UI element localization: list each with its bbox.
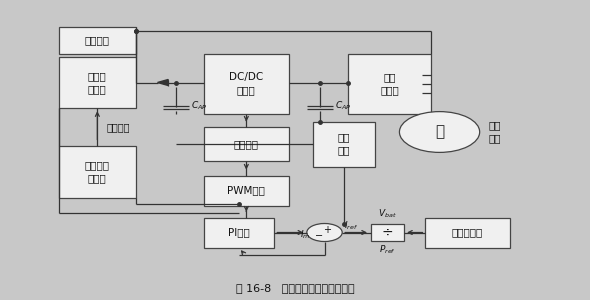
Text: 门极驱动: 门极驱动	[234, 139, 259, 149]
Text: DC/DC
变换器: DC/DC 变换器	[229, 72, 264, 96]
Text: 氢气输入: 氢气输入	[106, 122, 130, 132]
Bar	[425, 218, 510, 248]
Bar	[59, 146, 136, 198]
Text: $I_{ref}$: $I_{ref}$	[344, 219, 358, 232]
Text: $V_{bat}$: $V_{bat}$	[378, 208, 396, 220]
Text: ÷: ÷	[381, 226, 393, 239]
Bar	[204, 218, 274, 248]
Circle shape	[399, 112, 480, 152]
Text: 动力
电池: 动力 电池	[337, 132, 350, 156]
Bar	[59, 27, 136, 54]
Text: $P_{ref}$: $P_{ref}$	[379, 243, 395, 256]
Text: PWM逻辑: PWM逻辑	[227, 185, 266, 196]
Bar	[371, 224, 404, 241]
Text: 燃料电池
控制器: 燃料电池 控制器	[85, 160, 110, 183]
Bar	[348, 54, 431, 114]
Text: 辅件负载: 辅件负载	[85, 35, 110, 46]
Text: +: +	[323, 225, 332, 235]
Text: 燃料电
池单元: 燃料电 池单元	[88, 71, 107, 94]
Text: 驱动
逆变器: 驱动 逆变器	[380, 72, 399, 96]
Circle shape	[307, 224, 342, 242]
Bar	[204, 128, 289, 160]
Bar	[59, 57, 136, 108]
Bar	[204, 54, 289, 114]
Bar	[313, 122, 375, 167]
Text: −: −	[314, 230, 323, 241]
Text: 整车控制器: 整车控制器	[452, 227, 483, 238]
Text: $C_{AP}$: $C_{AP}$	[335, 100, 352, 112]
Text: $C_{AP}$: $C_{AP}$	[191, 100, 207, 112]
Bar	[204, 176, 289, 206]
Text: $I_m$: $I_m$	[300, 229, 310, 242]
Text: ～: ～	[435, 124, 444, 140]
Polygon shape	[158, 80, 168, 85]
Text: 图 16-8   燃料电池转换器控制系统: 图 16-8 燃料电池转换器控制系统	[235, 283, 355, 293]
Text: PI控制: PI控制	[228, 227, 250, 238]
Text: 驱动
电机: 驱动 电机	[489, 120, 501, 144]
